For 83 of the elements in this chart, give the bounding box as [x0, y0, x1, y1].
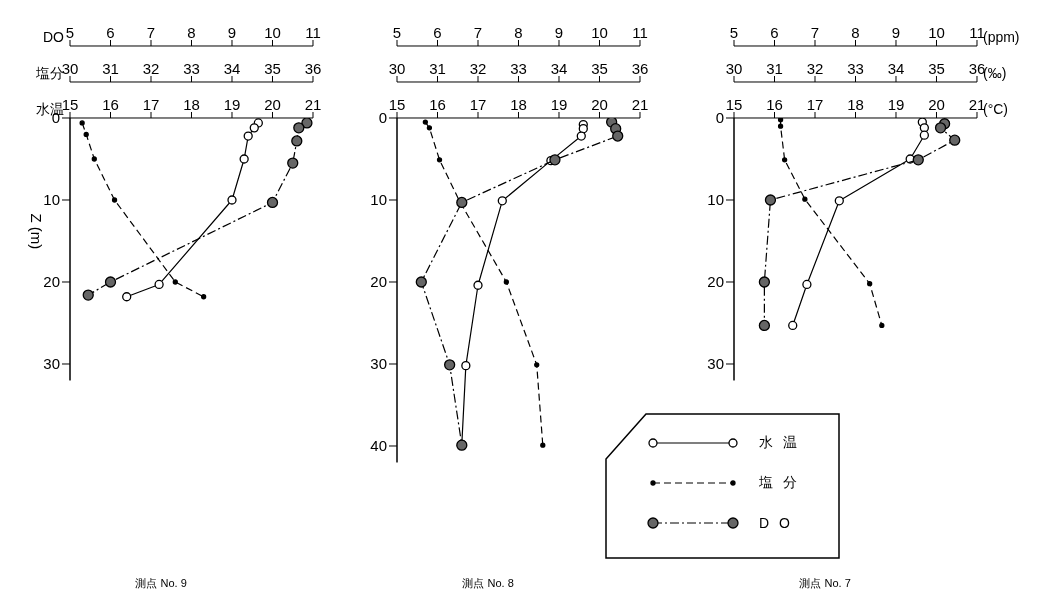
x-tick-label: 15 — [725, 96, 743, 113]
y-tick-label: 40 — [370, 437, 387, 455]
x-tick-label: 21 — [631, 96, 649, 113]
x-tick-label: 16 — [102, 96, 119, 113]
x2-tick-label: 30 — [725, 60, 743, 77]
y-tick-label: 0 — [378, 109, 387, 127]
x-tick-label: 20 — [264, 96, 281, 113]
y-tick-label: 20 — [707, 273, 724, 291]
x-tick-label: 11 — [969, 24, 985, 41]
x2-tick-label: 35 — [928, 60, 945, 77]
x2-tick-label: 36 — [304, 60, 322, 77]
x2-tick-label: 32 — [142, 60, 160, 77]
x2-axis-title: (‰) — [983, 65, 1007, 81]
legend-label: DO — [759, 515, 800, 531]
x2-tick-label: 34 — [887, 60, 905, 77]
x-tick-label: 9 — [227, 24, 237, 41]
legend-label: 水温 — [759, 434, 807, 452]
x-tick-label: 18 — [510, 96, 527, 113]
x-tick-label: 6 — [106, 24, 115, 41]
x-tick-label: 16 — [766, 96, 783, 113]
x-tick-label: 20 — [591, 96, 608, 113]
x-tick-label: 8 — [851, 24, 860, 41]
x2-tick-label: 34 — [550, 60, 568, 77]
legend-label: 塩分 — [759, 474, 807, 492]
x-tick-label: 5 — [729, 24, 739, 41]
x-tick-label: 19 — [223, 96, 241, 113]
y-tick-label: 30 — [370, 355, 387, 373]
x-tick-label: 9 — [891, 24, 901, 41]
x-tick-label: 7 — [146, 24, 156, 41]
x-tick-label: 6 — [433, 24, 442, 41]
x2-tick-label: 35 — [591, 60, 608, 77]
x2-tick-label: 33 — [847, 60, 864, 77]
x2-tick-label: 32 — [469, 60, 487, 77]
x2-tick-label: 31 — [429, 60, 446, 77]
x-tick-label: 17 — [469, 96, 487, 113]
x2-tick-label: 31 — [102, 60, 119, 77]
x-tick-label: 17 — [806, 96, 824, 113]
x-tick-label: 16 — [429, 96, 446, 113]
x-tick-label: 5 — [65, 24, 75, 41]
x-tick-label: 18 — [847, 96, 864, 113]
x2-tick-label: 35 — [264, 60, 281, 77]
y-tick-label: 0 — [715, 109, 724, 127]
x-tick-label: 19 — [550, 96, 568, 113]
x2-tick-label: 32 — [806, 60, 824, 77]
x-tick-label: 10 — [928, 24, 945, 41]
x-tick-label: 18 — [183, 96, 200, 113]
x-tick-label: 9 — [554, 24, 564, 41]
x-tick-label: 6 — [770, 24, 779, 41]
x-tick-label: 8 — [514, 24, 523, 41]
x2-tick-label: 30 — [61, 60, 79, 77]
y-tick-label: 20 — [370, 273, 387, 291]
x-tick-label: 10 — [264, 24, 281, 41]
x-tick-label: 20 — [928, 96, 945, 113]
x-tick-label: 7 — [810, 24, 820, 41]
y-tick-label: 20 — [43, 273, 60, 291]
x2-tick-label: 36 — [631, 60, 649, 77]
x-tick-label: 21 — [304, 96, 322, 113]
text: 測点 No. 8 — [461, 576, 515, 591]
x-tick-label: 15 — [388, 96, 406, 113]
x-tick-label: 5 — [392, 24, 402, 41]
y-tick-label: 10 — [43, 191, 60, 209]
x2-tick-label: 33 — [183, 60, 200, 77]
x2-tick-label: 30 — [388, 60, 406, 77]
x-axis-title: DO — [43, 29, 65, 45]
y-tick-label: 30 — [43, 355, 60, 373]
y-tick-label: 10 — [370, 191, 387, 209]
x-tick-label: 11 — [632, 24, 648, 41]
x-tick-label: 8 — [187, 24, 196, 41]
y-tick-label: 10 — [707, 191, 724, 209]
text: 測点 No. 9 — [134, 576, 188, 591]
x2-tick-label: 33 — [510, 60, 527, 77]
x2-tick-label: 34 — [223, 60, 241, 77]
x-tick-label: 7 — [473, 24, 483, 41]
x2-tick-label: 31 — [766, 60, 783, 77]
x-tick-label: 17 — [142, 96, 160, 113]
x-axis-title: (ppm) — [983, 29, 1020, 45]
x-tick-label: 11 — [305, 24, 321, 41]
y-tick-label: 30 — [707, 355, 724, 373]
text: 測点 No. 7 — [798, 576, 852, 591]
y-axis-title: Z (m) — [27, 213, 45, 250]
x-tick-label: 19 — [887, 96, 905, 113]
x-axis-title: (°C) — [983, 101, 1009, 117]
x-tick-label: 10 — [591, 24, 608, 41]
